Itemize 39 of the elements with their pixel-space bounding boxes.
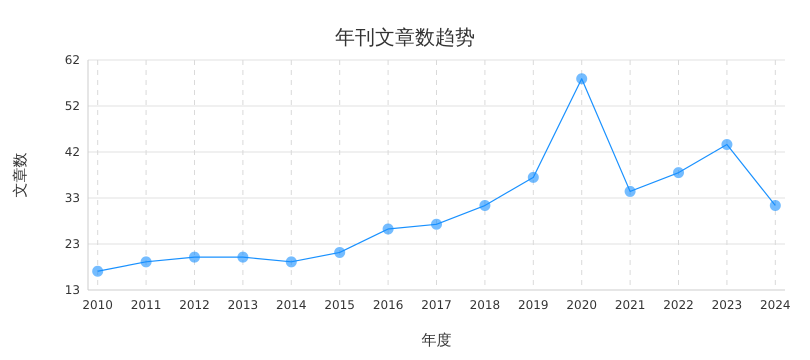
point	[92, 266, 104, 277]
y-tick-label: 13	[64, 283, 80, 297]
y-tick-label: 23	[64, 237, 80, 251]
point	[431, 218, 442, 230]
point	[382, 223, 394, 234]
point	[237, 252, 248, 263]
y-tick-label: 33	[64, 191, 80, 205]
x-tick-label: 2022	[663, 298, 694, 312]
x-tick-label: 2015	[324, 298, 355, 312]
point	[286, 256, 297, 268]
x-axis-title: 年度	[422, 331, 452, 349]
x-tick-label: 2010	[82, 298, 113, 312]
point	[479, 200, 490, 212]
x-tick-label: 2018	[470, 298, 500, 312]
x-tick-label: 2017	[421, 298, 452, 312]
point	[721, 138, 732, 150]
x-tick-label: 2014	[276, 298, 307, 312]
chart-title: 年刊文章数趋势	[335, 25, 475, 49]
point	[576, 73, 588, 84]
x-tick-label: 2020	[566, 298, 597, 312]
x-tick-label: 2016	[372, 298, 404, 312]
x-tick-label: 2021	[614, 298, 646, 312]
point	[770, 200, 781, 212]
y-tick-label: 42	[64, 145, 80, 159]
x-tick-label: 2024	[760, 298, 791, 312]
y-tick-label: 52	[64, 99, 80, 113]
point	[624, 186, 636, 197]
x-tick-label: 2013	[228, 298, 258, 312]
point	[140, 256, 152, 268]
x-tick-label: 2012	[179, 298, 210, 312]
x-tick-label: 2011	[130, 298, 162, 312]
x-tick-label: 2019	[518, 298, 549, 312]
point	[528, 172, 539, 183]
x-tick-label: 2023	[712, 298, 742, 312]
y-axis-title: 文章数	[11, 152, 29, 198]
point	[188, 252, 200, 263]
point	[673, 167, 684, 178]
y-tick-label: 62	[64, 53, 80, 67]
point	[334, 246, 346, 258]
